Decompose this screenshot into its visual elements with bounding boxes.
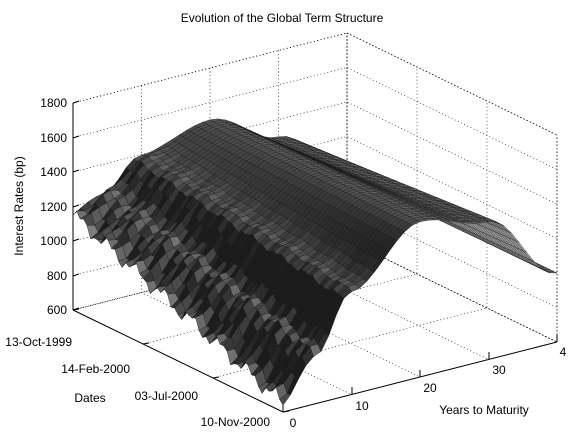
- z-axis-label: Interest Rates (bp): [12, 156, 26, 255]
- surface: [72, 118, 558, 406]
- z-tick-label: 1200: [40, 200, 67, 214]
- maturity-ticks: 0 10 20 30 4: [282, 335, 567, 430]
- maturity-axis-label: Years to Maturity: [439, 403, 529, 417]
- z-tick-label: 600: [47, 303, 67, 317]
- maturity-tick-label: 20: [423, 381, 437, 395]
- date-tick-label: 13-Oct-1999: [5, 335, 72, 349]
- z-tick-label: 1400: [40, 165, 67, 179]
- maturity-tick-label: 0: [290, 416, 297, 430]
- date-tick-label: 03-Jul-2000: [135, 389, 199, 403]
- date-ticks: 13-Oct-1999 14-Feb-2000 03-Jul-2000 10-N…: [5, 308, 290, 429]
- z-tick-label: 1000: [40, 234, 67, 248]
- z-ticks: 600 800 1000 1200 1400 1600 1800: [40, 96, 80, 317]
- z-tick-label: 1800: [40, 96, 67, 110]
- date-axis-label: Dates: [74, 391, 105, 405]
- maturity-tick-label: 10: [355, 399, 369, 413]
- maturity-tick-label: 30: [492, 363, 506, 377]
- z-tick-label: 1600: [40, 131, 67, 145]
- maturity-tick-label: 4: [560, 345, 567, 359]
- date-tick-label: 14-Feb-2000: [61, 362, 130, 376]
- z-tick-label: 800: [47, 269, 67, 283]
- date-axis-line: [72, 309, 284, 413]
- surface-patch: [279, 393, 291, 406]
- chart-title: Evolution of the Global Term Structure: [181, 11, 384, 25]
- date-tick-label: 10-Nov-2000: [201, 415, 271, 429]
